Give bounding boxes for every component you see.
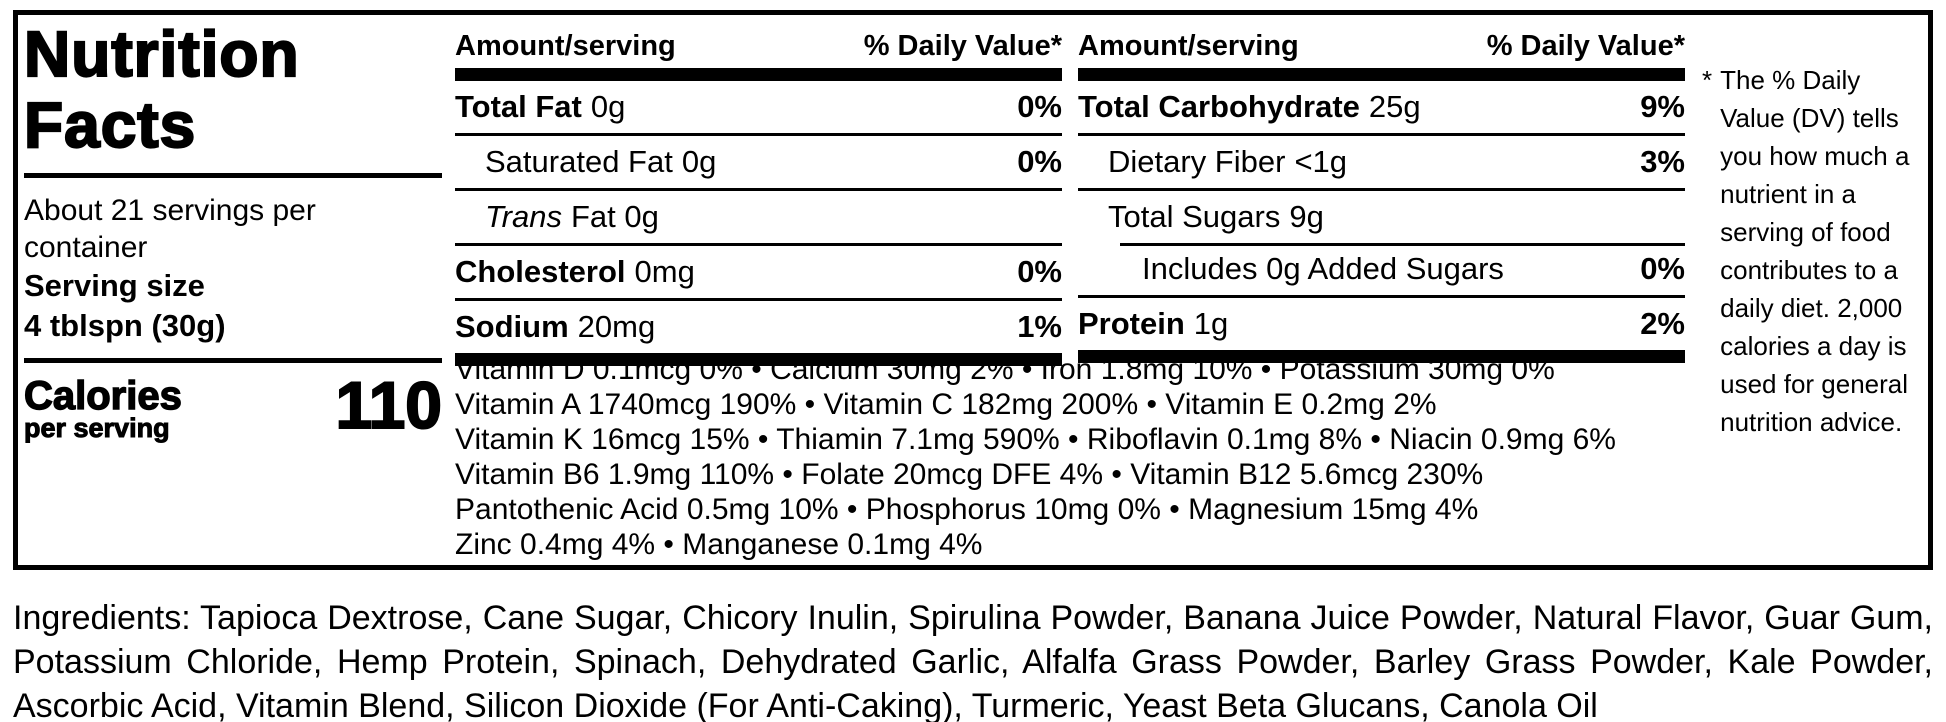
nutrient-dv: 9%	[1640, 89, 1685, 124]
daily-value-header: % Daily Value*	[1486, 30, 1685, 62]
amount-serving-header: Amount/serving	[455, 30, 676, 62]
footnote-text: The % Daily Value (DV) tells you how muc…	[1720, 65, 1910, 437]
nutrient-name: Total Fat	[455, 89, 582, 124]
nutrient-column-right: Amount/serving % Daily Value* Total Carb…	[1078, 21, 1685, 363]
nutrient-dv: 0%	[1017, 144, 1062, 179]
nutrient-row-added-sugars: Includes 0g Added Sugars 0%	[1078, 243, 1685, 295]
label-title-line1: Nutrition	[23, 17, 300, 90]
amount-serving-header: Amount/serving	[1078, 30, 1299, 62]
nutrient-row-sodium: Sodium 20mg 1%	[455, 298, 1062, 353]
footnote-asterisk: *	[1702, 65, 1713, 95]
micronutrient-line: Vitamin A 1740mcg 190% • Vitamin C 182mg…	[455, 388, 1437, 421]
nutrient-column-left: Amount/serving % Daily Value* Total Fat 0…	[455, 21, 1062, 366]
column-header: Amount/serving % Daily Value*	[455, 21, 1062, 68]
micronutrient-line: Vitamin D 0.1mcg 0% • Calcium 30mg 2% • …	[455, 353, 1555, 386]
nutrient-row-cholesterol: Cholesterol 0mg 0%	[455, 243, 1062, 298]
label-title: Nutrition Facts	[23, 17, 442, 161]
nutrient-dv: 0%	[1017, 254, 1062, 289]
micronutrients-block: Vitamin D 0.1mcg 0% • Calcium 30mg 2% • …	[455, 352, 1703, 562]
nutrient-amount: 0g	[590, 89, 626, 124]
calories-label: Calories	[23, 374, 182, 418]
column-header: Amount/serving % Daily Value*	[1078, 21, 1685, 68]
serving-size-label: Serving size	[24, 268, 205, 303]
nutrient-name: Cholesterol	[455, 254, 626, 289]
nutrient-amount: 1g	[1193, 306, 1229, 341]
nutrient-amount: 20mg	[577, 309, 656, 344]
nutrient-row-dietary-fiber: Dietary Fiber <1g 3%	[1078, 133, 1685, 188]
nutrient-row-trans-fat: Trans Fat 0g	[455, 188, 1062, 243]
nutrition-facts-label: Nutrition Facts About 21 servings per co…	[13, 10, 1933, 570]
nutrient-dv: 0%	[1640, 251, 1685, 286]
ingredients-list: Ingredients: Tapioca Dextrose, Cane Suga…	[13, 599, 1933, 722]
nutrient-amount: <1g	[1294, 144, 1348, 179]
label-title-line2: Facts	[23, 88, 197, 161]
nutrient-name: Dietary Fiber	[1108, 144, 1286, 179]
nutrient-name: Sodium	[455, 309, 569, 344]
label-left-panel: Nutrition Facts About 21 servings per co…	[23, 17, 443, 443]
nutrient-name: Saturated Fat	[485, 144, 673, 179]
daily-value-header: % Daily Value*	[863, 30, 1062, 62]
micronutrient-line: Vitamin B6 1.9mg 110% • Folate 20mcg DFE…	[455, 458, 1484, 491]
nutrient-name: Total Carbohydrate	[1078, 89, 1360, 124]
serving-size-divider	[24, 358, 442, 363]
nutrient-name: Includes 0g Added Sugars	[1142, 251, 1504, 286]
thick-rule	[1078, 68, 1685, 81]
calories-label-block: Calories per serving	[23, 374, 182, 443]
nutrient-amount: 25g	[1368, 89, 1421, 124]
calories-value: 110	[335, 368, 443, 442]
nutrient-amount: 9g	[1289, 199, 1324, 234]
nutrient-dv: 0%	[1017, 89, 1062, 124]
thick-rule	[1078, 350, 1685, 363]
nutrient-row-total-sugars: Total Sugars 9g	[1078, 188, 1685, 243]
nutrient-name: Trans	[485, 199, 562, 234]
nutrient-amount: Fat 0g	[570, 199, 659, 234]
nutrient-dv: 1%	[1017, 309, 1062, 344]
nutrient-row-total-fat: Total Fat 0g 0%	[455, 81, 1062, 133]
daily-value-footnote: * The % Daily Value (DV) tells you how m…	[1702, 61, 1926, 441]
nutrient-name: Protein	[1078, 306, 1185, 341]
nutrient-dv: 2%	[1640, 306, 1685, 341]
nutrient-amount: 0mg	[634, 254, 695, 289]
nutrient-row-protein: Protein 1g 2%	[1078, 295, 1685, 350]
serving-size-value: 4 tblspn (30g)	[24, 308, 226, 343]
servings-per-container: About 21 servings per container	[24, 194, 316, 264]
micronutrient-line: Pantothenic Acid 0.5mg 10% • Phosphorus …	[455, 493, 1479, 526]
nutrient-dv: 3%	[1640, 144, 1685, 179]
title-divider	[24, 173, 442, 178]
nutrient-amount: 0g	[681, 144, 717, 179]
thick-rule	[455, 68, 1062, 81]
micronutrient-line: Zinc 0.4mg 4% • Manganese 0.1mg 4%	[455, 528, 983, 561]
thick-rule	[455, 353, 1062, 366]
nutrient-name: Total Sugars	[1108, 199, 1281, 234]
calories-row: Calories per serving 110	[23, 368, 443, 443]
micronutrient-line: Vitamin K 16mcg 15% • Thiamin 7.1mg 590%…	[455, 423, 1616, 456]
nutrient-row-total-carbohydrate: Total Carbohydrate 25g 9%	[1078, 81, 1685, 133]
calories-per-serving-label: per serving	[24, 413, 171, 443]
nutrient-row-saturated-fat: Saturated Fat 0g 0%	[455, 133, 1062, 188]
